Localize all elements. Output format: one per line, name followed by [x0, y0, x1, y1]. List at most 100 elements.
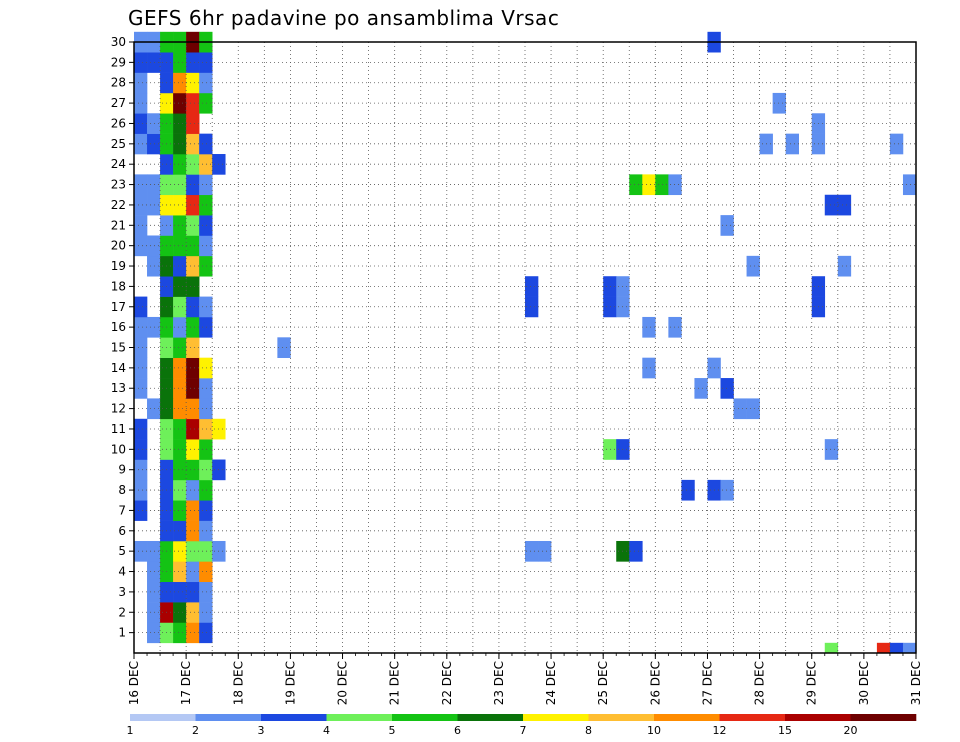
y-tick-label: 30	[111, 35, 126, 49]
heatmap-cell	[186, 194, 200, 216]
legend-label: 4	[323, 724, 330, 737]
heatmap-cell	[199, 602, 213, 623]
heatmap-cell	[199, 174, 213, 196]
heatmap-cell	[147, 113, 161, 134]
heatmap-cell	[902, 174, 917, 196]
legend-label: 12	[713, 724, 727, 737]
heatmap-cell	[134, 52, 148, 73]
heatmap-cell	[629, 174, 643, 196]
heatmap-cell	[199, 194, 213, 216]
legend-swatch	[457, 714, 524, 721]
heatmap-cell	[147, 255, 161, 277]
y-tick-label: 29	[111, 55, 126, 69]
heatmap-cell	[147, 561, 161, 583]
heatmap-cell	[173, 602, 187, 623]
heatmap-cell	[147, 133, 161, 155]
heatmap-cell	[173, 154, 187, 175]
heatmap-cell	[134, 439, 148, 460]
heatmap-cell	[147, 581, 161, 603]
heatmap-cell	[199, 581, 213, 603]
heatmap-cell	[824, 642, 839, 654]
heatmap-cell	[525, 276, 539, 297]
heatmap-cell	[186, 540, 200, 562]
legend-swatch	[130, 714, 196, 721]
heatmap-cell	[173, 174, 187, 196]
heatmap-cell	[876, 642, 891, 654]
heatmap-cell	[199, 235, 213, 257]
heatmap-cell	[720, 479, 734, 501]
heatmap-cell	[173, 337, 187, 358]
heatmap-cell	[186, 418, 200, 440]
heatmap-cell	[173, 276, 187, 297]
heatmap-cell	[134, 500, 148, 521]
legend-label: 6	[454, 724, 461, 737]
y-tick-label: 1	[118, 626, 126, 640]
y-tick-label: 6	[118, 524, 126, 538]
heatmap-cell	[199, 133, 213, 155]
heatmap-cell	[173, 316, 187, 338]
heatmap-cell	[173, 479, 187, 501]
heatmap-cell	[173, 500, 187, 521]
heatmap-cell	[199, 72, 213, 94]
heatmap-cell	[199, 622, 213, 644]
x-tick-label: 23 DEC	[492, 661, 506, 705]
heatmap-cell	[173, 92, 187, 114]
heatmap-cell	[668, 316, 682, 338]
heatmap-cell	[173, 398, 187, 420]
heatmap-cell	[199, 418, 213, 440]
heatmap-cell	[173, 581, 187, 603]
heatmap-cell	[147, 316, 161, 338]
heatmap-cell	[186, 622, 200, 644]
legend-label: 10	[647, 724, 661, 737]
x-tick-label: 18 DEC	[231, 661, 245, 705]
legend-label: 1	[127, 724, 134, 737]
heatmap-cell	[173, 561, 187, 583]
heatmap-cell	[668, 174, 682, 196]
y-tick-label: 26	[111, 116, 126, 130]
heatmap-cell	[186, 520, 200, 542]
x-tick-label: 25 DEC	[596, 661, 610, 705]
heatmap-cell	[173, 357, 187, 379]
heatmap-cell	[785, 133, 799, 155]
y-tick-label: 4	[118, 565, 126, 579]
heatmap-cell	[277, 337, 291, 358]
heatmap-cell	[173, 622, 187, 644]
heatmap-cell	[134, 316, 148, 338]
heatmap-cell	[186, 561, 200, 583]
y-tick-label: 16	[111, 320, 126, 334]
x-tick-label: 17 DEC	[179, 661, 193, 705]
heatmap-cell	[186, 174, 200, 196]
heatmap-cell	[186, 52, 200, 73]
heatmap-cell	[199, 479, 213, 501]
x-tick-label: 28 DEC	[753, 661, 767, 705]
heatmap-cell	[199, 316, 213, 338]
heatmap-cell	[824, 194, 839, 216]
x-tick-label: 24 DEC	[544, 661, 558, 705]
heatmap-cell	[134, 72, 148, 94]
heatmap-cell	[538, 540, 552, 562]
y-tick-label: 27	[111, 96, 126, 110]
heatmap-cell	[186, 378, 200, 399]
heatmap-cell	[134, 459, 148, 481]
heatmap-cell	[199, 561, 213, 583]
heatmap-cell	[824, 439, 839, 460]
legend-swatch	[195, 714, 262, 721]
heatmap-cell	[186, 154, 200, 175]
colorbar-legend: 1 2 3 4 5 6 7 8 10 12 15 20	[127, 714, 917, 737]
heatmap-cell	[694, 378, 708, 399]
legend-swatch	[588, 714, 655, 721]
heatmap-cell	[173, 194, 187, 216]
heatmap-cell	[186, 215, 200, 236]
x-tick-label: 20 DEC	[336, 661, 350, 705]
heatmap-cell	[134, 215, 148, 236]
heatmap-cell	[186, 439, 200, 460]
heatmap-cell	[525, 296, 539, 318]
legend-swatch	[326, 714, 393, 721]
heatmap-cell	[173, 52, 187, 73]
heatmap-cell	[147, 194, 161, 216]
heatmap-cell	[525, 540, 539, 562]
heatmap-cell	[186, 357, 200, 379]
y-tick-label: 7	[118, 503, 126, 517]
heatmap-cell	[642, 316, 656, 338]
